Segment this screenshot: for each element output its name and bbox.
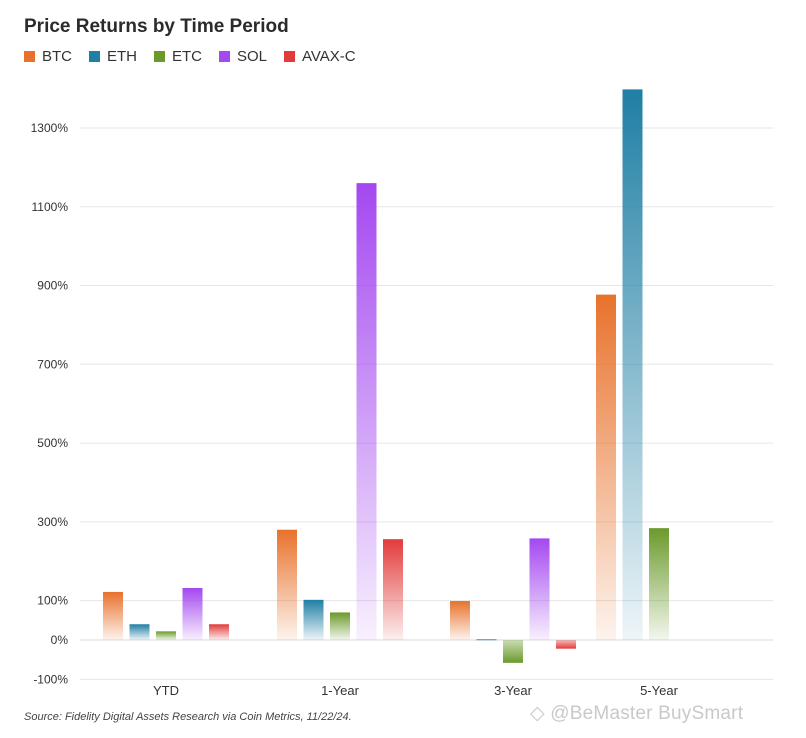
- x-tick-label: YTD: [153, 683, 179, 698]
- legend-swatch: [154, 51, 165, 62]
- bar-sol-3-year: [529, 538, 550, 640]
- bar-sol-ytd: [182, 588, 203, 640]
- x-axis-labels: YTD 1-Year 3-Year 5-Year: [153, 683, 679, 698]
- legend-label: BTC: [42, 48, 72, 65]
- y-tick-label: 1300%: [31, 121, 69, 135]
- bars: [103, 89, 669, 663]
- bar-btc-1-year: [277, 529, 297, 640]
- y-tick-label: 100%: [37, 594, 68, 608]
- y-tick-label: -100%: [33, 672, 68, 686]
- bar-btc-3-year: [450, 601, 470, 640]
- legend-item: ETC: [154, 48, 202, 65]
- legend-label: AVAX-C: [302, 48, 356, 65]
- y-tick-label: 900%: [37, 279, 68, 293]
- legend-swatch: [89, 51, 100, 62]
- bar-btc-5-year: [596, 294, 616, 640]
- chart-legend: BTC ETH ETC SOL AVAX-C: [24, 48, 356, 65]
- watermark: ◇ @BeMaster BuySmart: [530, 703, 744, 724]
- x-tick-label: 1-Year: [321, 683, 359, 698]
- bar-avax-c-1-year: [383, 539, 403, 640]
- bar-etc-5-year: [649, 528, 669, 640]
- bar-etc-3-year: [503, 640, 523, 663]
- bar-avax-c-3-year: [556, 640, 576, 649]
- y-tick-label: 0%: [51, 633, 69, 647]
- y-tick-label: 700%: [37, 357, 68, 371]
- legend-label: SOL: [237, 48, 268, 65]
- legend-swatch: [219, 51, 230, 62]
- legend-swatch: [24, 51, 35, 62]
- legend-item: ETH: [89, 48, 137, 65]
- legend-item: BTC: [24, 48, 72, 65]
- y-tick-label: 500%: [37, 436, 68, 450]
- bar-avax-c-ytd: [209, 624, 229, 640]
- legend-swatch: [284, 51, 296, 62]
- bar-btc-ytd: [103, 591, 123, 640]
- legend-label: ETH: [107, 48, 137, 65]
- x-tick-label: 3-Year: [494, 683, 532, 698]
- bar-eth-3-year: [476, 639, 497, 641]
- bar-sol-1-year: [356, 183, 377, 640]
- y-tick-label: 300%: [37, 515, 68, 529]
- source-note: Source: Fidelity Digital Assets Research…: [24, 711, 352, 723]
- legend-item: SOL: [219, 48, 267, 65]
- bar-etc-1-year: [330, 612, 350, 640]
- legend-item: AVAX-C: [284, 48, 356, 65]
- x-tick-label: 5-Year: [640, 683, 678, 698]
- grid-lines: [80, 127, 773, 680]
- y-axis-labels: 1300% 1100% 900% 700% 500% 300% 100% 0% -100%: [31, 121, 69, 686]
- legend-label: ETC: [172, 48, 202, 65]
- bar-eth-ytd: [129, 624, 150, 640]
- bar-eth-5-year: [622, 89, 643, 640]
- y-tick-label: 1100%: [32, 200, 69, 214]
- bar-etc-ytd: [156, 631, 176, 640]
- chart-title: Price Returns by Time Period: [24, 16, 289, 37]
- bar-eth-1-year: [303, 599, 324, 640]
